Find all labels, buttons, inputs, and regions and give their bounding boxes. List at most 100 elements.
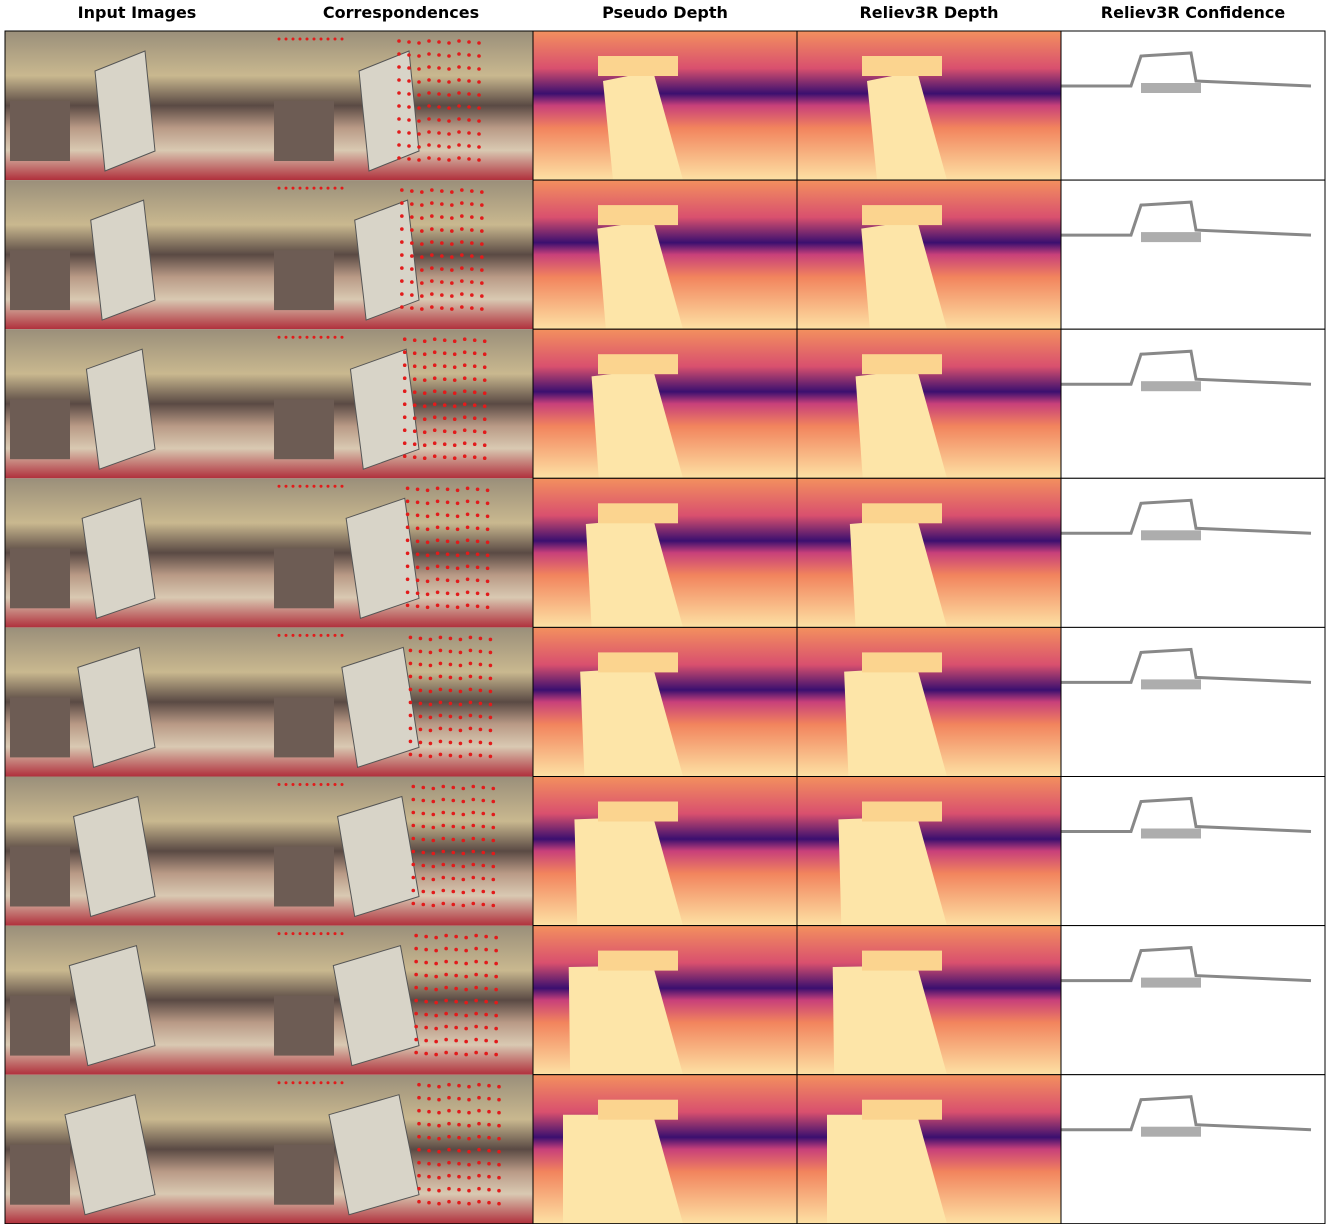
image-cell (533, 478, 797, 627)
correspondence-dot (424, 1052, 428, 1056)
correspondence-dot (413, 351, 417, 355)
correspondence-dot (464, 1027, 468, 1031)
correspondence-dot (437, 1111, 441, 1115)
correspondence-dot (489, 742, 493, 746)
correspondence-dot (433, 454, 437, 458)
correspondence-dot (461, 813, 465, 817)
correspondence-dot (441, 837, 445, 841)
correspondence-dot (477, 1096, 481, 1100)
correspondence-dot (440, 241, 444, 245)
correspondence-dot (409, 740, 413, 744)
image-cell (269, 478, 533, 627)
correspondence-dot (397, 143, 401, 147)
correspondence-dot (431, 839, 435, 843)
correspondence-dot (437, 1176, 441, 1180)
correspondence-dot (406, 500, 410, 504)
correspondence-dot (470, 189, 474, 193)
correspondence-dot (421, 812, 425, 816)
correspondence-dot (327, 932, 330, 935)
correspondence-dot (466, 565, 470, 569)
correspondence-dot (487, 1110, 491, 1114)
correspondence-dot (469, 714, 473, 718)
correspondence-dot (313, 932, 316, 935)
correspondence-dot (479, 728, 483, 732)
correspondence-dot (469, 649, 473, 653)
correspondence-dot (417, 132, 421, 136)
correspondence-dot (437, 105, 441, 109)
correspondence-dot (451, 903, 455, 907)
correspondence-dot (480, 229, 484, 233)
correspondence-dot (477, 67, 481, 71)
correspondence-dot (299, 1081, 302, 1084)
correspondence-dot (444, 1012, 448, 1016)
correspondence-dot (403, 376, 407, 380)
correspondence-dot (341, 187, 344, 190)
correspondence-dot (278, 187, 281, 190)
shelf (274, 101, 334, 161)
correspondence-dot (483, 443, 487, 447)
correspondence-dot (479, 663, 483, 667)
correspondence-dot (406, 552, 410, 556)
correspondence-dot (461, 865, 465, 869)
correspondence-dot (403, 441, 407, 445)
correspondence-dot (474, 986, 478, 990)
correspondence-dot (431, 826, 435, 830)
correspondence-dot (406, 565, 410, 569)
correspondence-dot (491, 865, 495, 869)
correspondence-dot (292, 38, 295, 41)
image-cell (533, 31, 797, 180)
correspondence-dot (409, 662, 413, 666)
correspondence-dot (403, 415, 407, 419)
correspondence-dot (278, 932, 281, 935)
low-confidence-blob (1141, 679, 1201, 689)
correspondence-dot (436, 578, 440, 582)
correspondence-dot (486, 528, 490, 532)
correspondence-dot (414, 960, 418, 964)
correspondence-dot (440, 202, 444, 206)
correspondence-dot (487, 1162, 491, 1166)
correspondence-dot (426, 554, 430, 558)
near-shelf (862, 56, 942, 76)
correspondence-dot (494, 1014, 498, 1018)
correspondence-dot (456, 541, 460, 545)
correspondence-dot (443, 338, 447, 342)
correspondence-dot (464, 1001, 468, 1005)
correspondence-dot (450, 216, 454, 220)
correspondence-dot (464, 1040, 468, 1044)
near-shelf (598, 802, 678, 822)
correspondence-dot (433, 389, 437, 393)
correspondence-dot (430, 292, 434, 296)
correspondence-dot (471, 811, 475, 815)
correspondence-dot (466, 513, 470, 517)
correspondence-dot (457, 52, 461, 56)
correspondence-dot (427, 1123, 431, 1127)
correspondence-dot (416, 501, 420, 505)
correspondence-dot (441, 811, 445, 815)
correspondence-dot (434, 988, 438, 992)
correspondence-dot (400, 279, 404, 283)
shelf (274, 250, 334, 310)
correspondence-dot (341, 932, 344, 935)
correspondence-dot (454, 1013, 458, 1017)
correspondence-dot (457, 1175, 461, 1179)
correspondence-dot (439, 753, 443, 757)
correspondence-dot (473, 429, 477, 433)
correspondence-dot (459, 664, 463, 668)
correspondence-dot (292, 932, 295, 935)
correspondence-dot (453, 443, 457, 447)
correspondence-dot (476, 501, 480, 505)
correspondence-dot (450, 203, 454, 207)
image-cell (269, 926, 533, 1075)
correspondence-dot (419, 663, 423, 667)
correspondence-dot (429, 729, 433, 733)
shelf (10, 250, 70, 310)
correspondence-dot (409, 701, 413, 705)
correspondence-dot (416, 514, 420, 518)
correspondence-dot (467, 118, 471, 122)
correspondence-dot (447, 119, 451, 123)
correspondence-dot (469, 740, 473, 744)
correspondence-dot (450, 190, 454, 194)
correspondence-dot (397, 156, 401, 160)
correspondence-dot (473, 351, 477, 355)
correspondence-dot (397, 117, 401, 121)
